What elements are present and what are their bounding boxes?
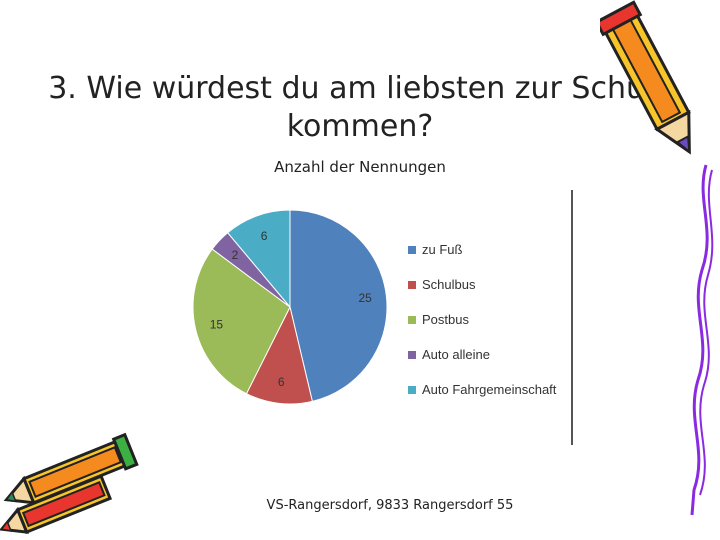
legend-swatch — [408, 351, 416, 359]
slide-title-line1: 3. Wie würdest du am liebsten zur Schule — [48, 71, 672, 106]
chart-title: Anzahl der Nennungen — [274, 158, 446, 176]
legend-label: Postbus — [422, 312, 469, 327]
legend-label: Auto Fahrgemeinschaft — [422, 382, 557, 397]
legend-swatch — [408, 386, 416, 394]
pie-slice-auto-fahrgemeinschaft — [226, 209, 291, 309]
pie-chart-canvas: 25 6 15 2 6 — [192, 209, 388, 405]
slide-title-line2: kommen? — [286, 109, 434, 144]
data-label-postbus: 15 — [210, 317, 224, 331]
chart-frame-line — [571, 190, 573, 445]
slide-title: 3. Wie würdest du am liebsten zur Schule… — [40, 70, 680, 146]
legend-swatch — [408, 281, 416, 289]
legend-label: zu Fuß — [422, 242, 463, 257]
slide-footer: VS-Rangersdorf, 9833 Rangersdorf 55 — [266, 498, 514, 513]
pie-slice-zu-fuß — [289, 209, 388, 402]
legend-swatch — [408, 316, 416, 324]
crayon-icon — [0, 432, 139, 535]
data-label-schulbus: 6 — [278, 375, 285, 389]
pie-slice-schulbus — [245, 305, 313, 405]
pencil-icon — [600, 0, 691, 155]
pie-chart: 25 6 15 2 6 zu Fuß Schulbus Postbus Auto allein… — [150, 190, 572, 445]
legend-label: Schulbus — [422, 277, 476, 292]
data-label-auto-alleine: 2 — [232, 248, 239, 262]
data-label-zu-fuß: 25 — [358, 291, 372, 305]
legend-label: Auto alleine — [422, 347, 490, 362]
decorative-squiggle-icon — [690, 164, 714, 516]
pie-slice-postbus — [192, 248, 291, 395]
legend-swatch — [408, 246, 416, 254]
data-label-auto-fahrgemeinschaft: 6 — [261, 229, 268, 243]
